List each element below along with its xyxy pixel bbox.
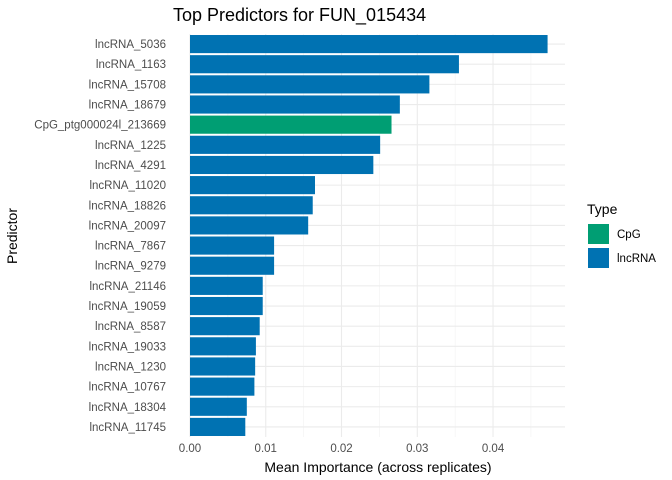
x-tick-label: 0.03 <box>406 443 428 455</box>
y-tick-label: lncRNA_5036 <box>95 39 166 51</box>
chart-title: Top Predictors for FUN_015434 <box>173 5 426 26</box>
x-tick-label: 0.00 <box>179 443 201 455</box>
y-tick-label: lncRNA_1163 <box>96 59 166 71</box>
bar-lncRNA_8587 <box>190 317 260 336</box>
bar-lncRNA_7867 <box>190 236 275 255</box>
legend-label: lncRNA <box>617 253 656 265</box>
x-tick-label: 0.04 <box>482 443 505 455</box>
y-axis-label: Predictor <box>4 208 20 264</box>
bar-lncRNA_1225 <box>190 135 381 154</box>
bar-lncRNA_11020 <box>190 176 315 195</box>
y-tick-label: lncRNA_18679 <box>89 100 166 112</box>
bar-lncRNA_4291 <box>190 155 374 175</box>
y-tick-label: lncRNA_11020 <box>89 180 166 192</box>
bar-lncRNA_1230 <box>190 357 256 376</box>
bar-lncRNA_18304 <box>190 397 247 416</box>
bar-lncRNA_10767 <box>190 377 255 396</box>
bar-lncRNA_15708 <box>190 75 430 94</box>
bar-lncRNA_20097 <box>190 216 309 235</box>
bar-lncRNA_18826 <box>190 196 313 215</box>
bar-lncRNA_9279 <box>190 256 275 275</box>
y-tick-label: lncRNA_8587 <box>95 321 166 333</box>
x-axis-label: Mean Importance (across replicates) <box>264 459 491 475</box>
y-tick-label: lncRNA_21146 <box>89 281 166 293</box>
y-tick-label: lncRNA_1225 <box>95 140 166 152</box>
y-tick-label: lncRNA_7867 <box>95 241 166 253</box>
x-tick-label: 0.01 <box>255 443 277 455</box>
x-tick-label: 0.02 <box>330 443 352 455</box>
legend-key-lncRNA <box>588 248 609 268</box>
bar-CpG_ptg000024l_213669 <box>190 115 392 134</box>
y-tick-label: lncRNA_15708 <box>89 79 166 91</box>
y-tick-label: CpG_ptg000024l_213669 <box>34 120 166 132</box>
y-tick-label: lncRNA_18826 <box>89 200 166 212</box>
legend-title: Type <box>587 201 618 217</box>
bar-lncRNA_19059 <box>190 296 263 316</box>
legend-key-CpG <box>588 224 609 244</box>
y-tick-label: lncRNA_9279 <box>95 261 166 273</box>
bar-lncRNA_18679 <box>190 95 400 114</box>
bar-lncRNA_11745 <box>190 417 246 436</box>
y-tick-label: lncRNA_19059 <box>89 301 166 313</box>
bar-lncRNA_1163 <box>190 55 459 74</box>
y-tick-label: lncRNA_10767 <box>89 382 166 394</box>
y-tick-label: lncRNA_19033 <box>89 341 166 353</box>
y-tick-label: lncRNA_1230 <box>95 361 166 373</box>
bar-lncRNA_21146 <box>190 276 263 295</box>
legend-label: CpG <box>617 229 641 241</box>
y-tick-label: lncRNA_4291 <box>95 160 166 172</box>
y-tick-label: lncRNA_11745 <box>89 422 166 434</box>
bar-lncRNA_19033 <box>190 337 256 356</box>
y-tick-label: lncRNA_20097 <box>89 220 166 232</box>
bar-lncRNA_5036 <box>190 35 548 54</box>
y-tick-label: lncRNA_18304 <box>89 402 167 414</box>
legend: Type CpG lncRNA <box>587 201 656 268</box>
